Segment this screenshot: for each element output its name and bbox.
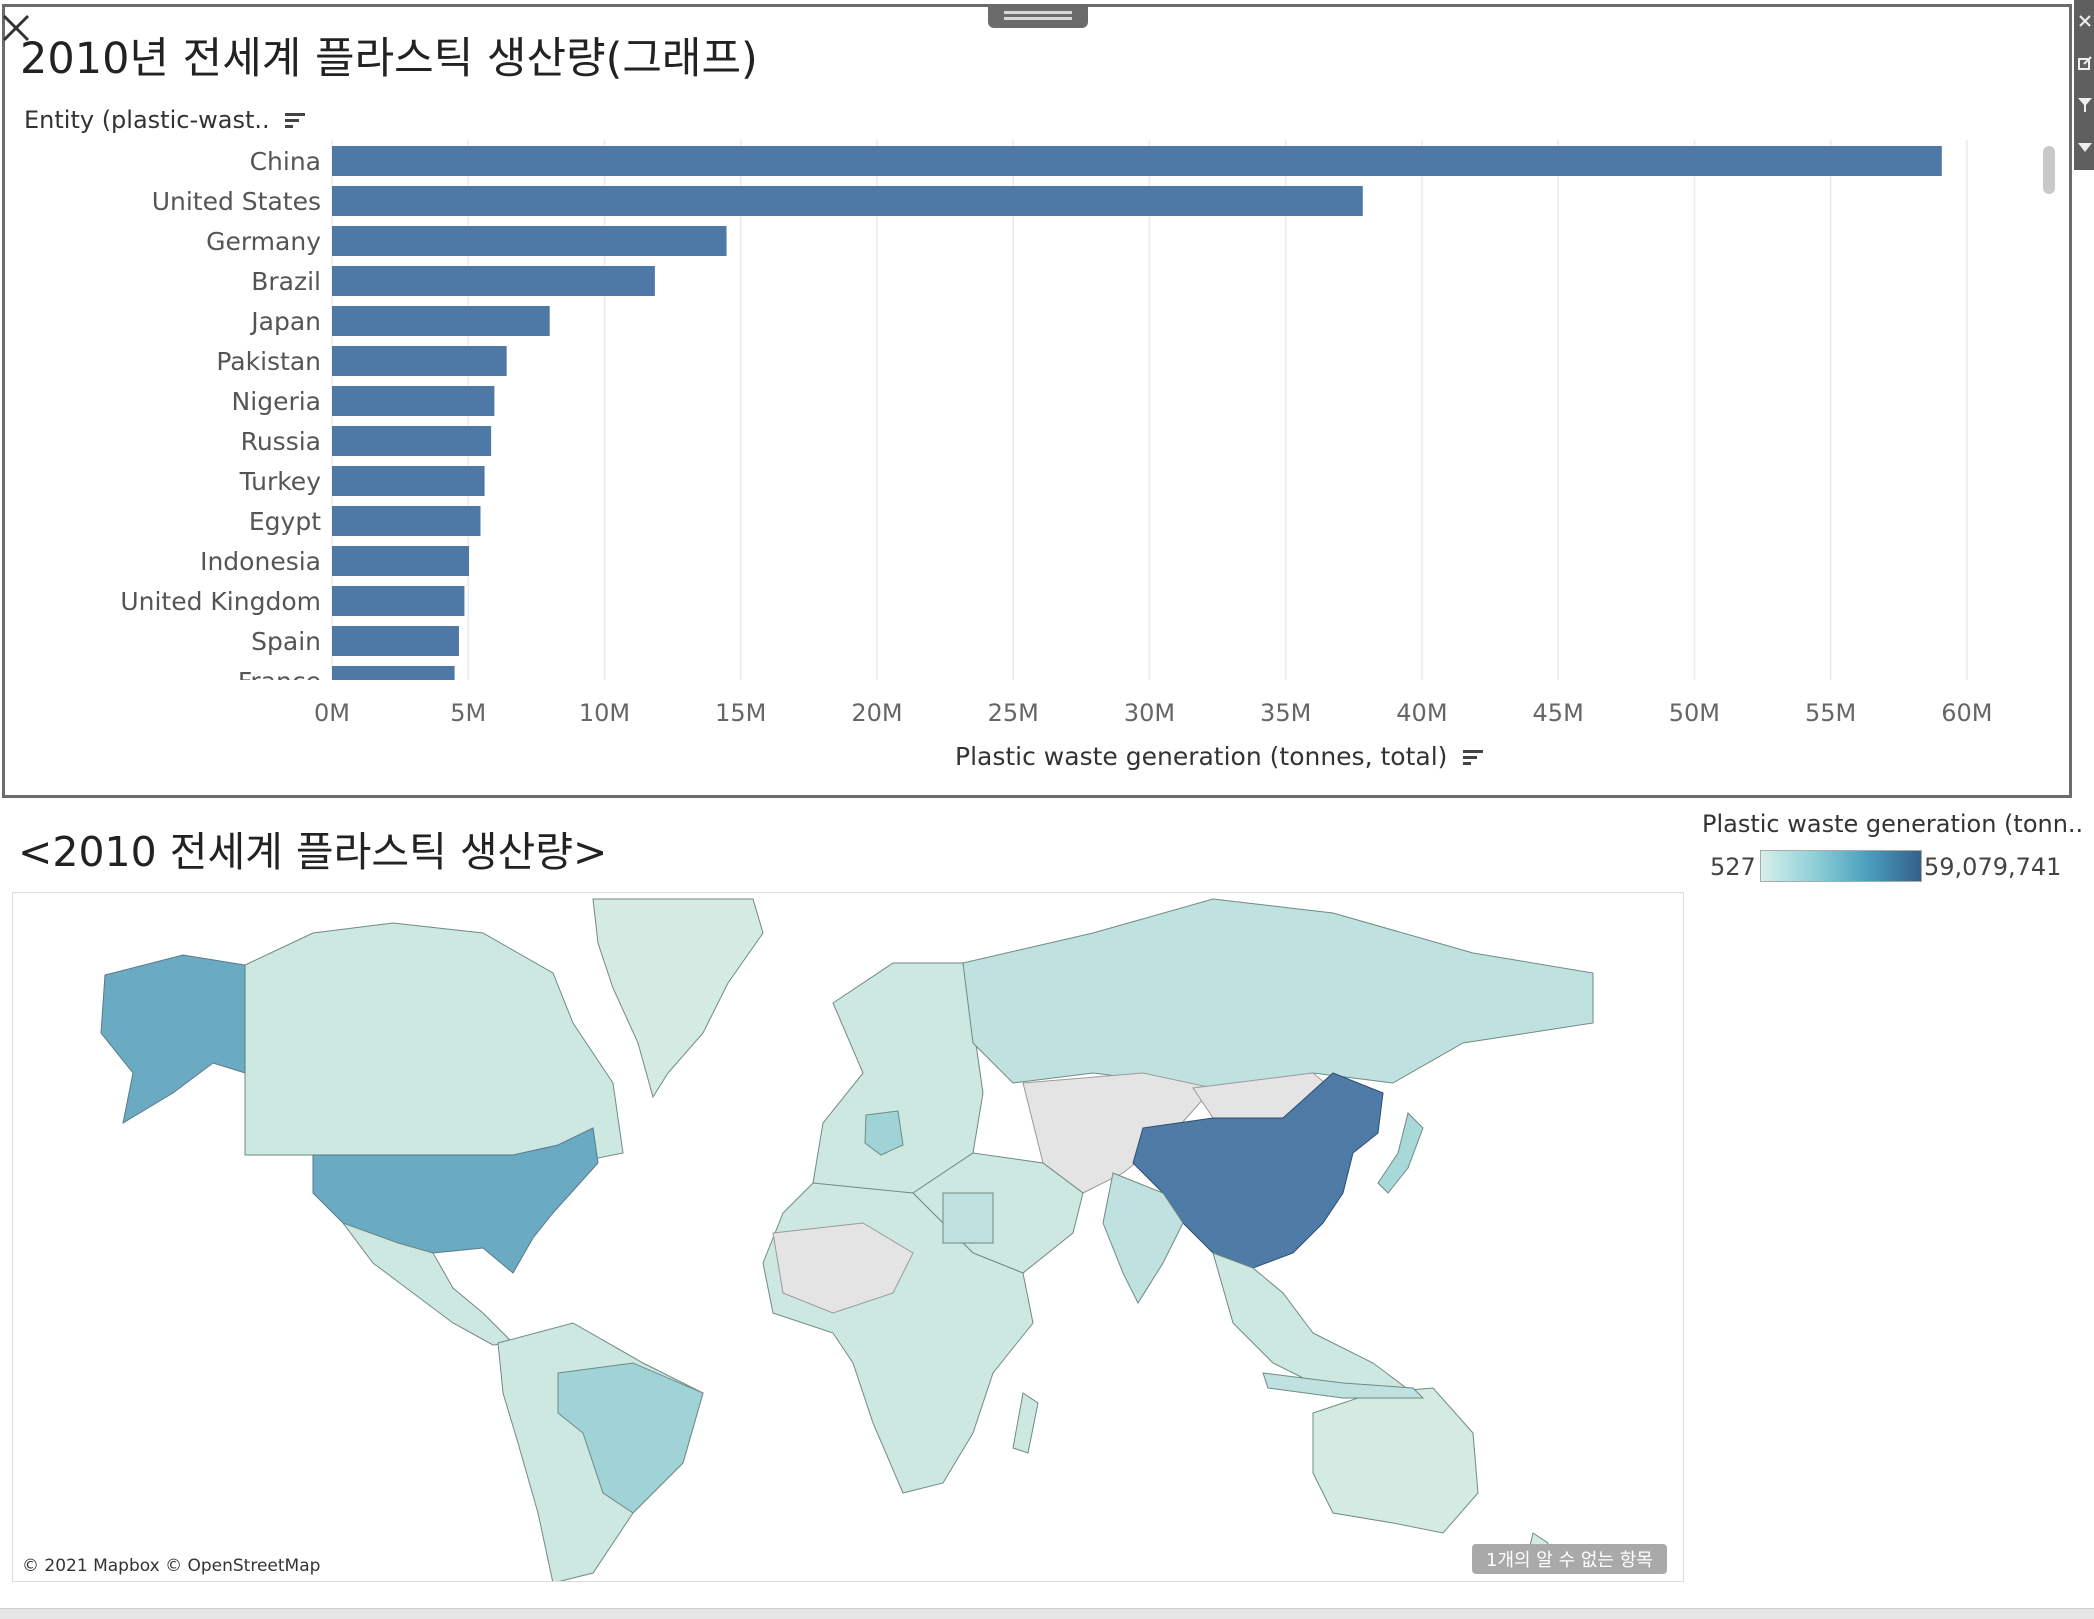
chart-title: 2010년 전세계 플라스틱 생산량(그래프)	[20, 34, 758, 84]
x-axis-ticks: 0M 5M 10M 15M 20M 25M 30M 35M 40M 45M 50M 55M 60M	[314, 699, 1992, 727]
map-region-canada[interactable]	[244, 922, 624, 1164]
category-label[interactable]: Indonesia	[200, 547, 321, 576]
sort-icon[interactable]	[285, 111, 307, 131]
drag-handle[interactable]	[988, 4, 1088, 28]
x-tick-label: 60M	[1941, 699, 1992, 727]
bar[interactable]	[332, 306, 550, 336]
bars	[332, 146, 1942, 696]
map-region-southeast-asia[interactable]	[1212, 1252, 1415, 1394]
category-label[interactable]: Germany	[206, 227, 321, 256]
filter-icon[interactable]	[2078, 98, 2092, 112]
chart-scrollbar[interactable]	[2043, 146, 2055, 194]
category-label[interactable]: Egypt	[249, 507, 321, 536]
entity-header[interactable]: Entity (plastic-wast..	[24, 106, 307, 134]
x-tick-label: 45M	[1533, 699, 1584, 727]
x-tick-label: 10M	[579, 699, 630, 727]
category-label[interactable]: Pakistan	[216, 347, 321, 376]
bar-chart: China United States Germany Brazil Japan Paki…	[120, 140, 1993, 727]
x-tick-label: 30M	[1124, 699, 1175, 727]
map-region-greenland[interactable]	[592, 898, 764, 1099]
entity-header-label: Entity (plastic-wast..	[24, 106, 270, 134]
map-region-india[interactable]	[1102, 1172, 1184, 1305]
category-label[interactable]: Spain	[251, 627, 321, 656]
map-credit: © 2021 Mapbox © OpenStreetMap	[22, 1556, 321, 1576]
dropdown-icon[interactable]	[2078, 140, 2092, 154]
popout-icon[interactable]	[2078, 56, 2092, 70]
x-tick-label: 40M	[1396, 699, 1447, 727]
map-region-japan[interactable]	[1377, 1112, 1424, 1194]
map-region-sahel[interactable]	[772, 1222, 914, 1314]
bar[interactable]	[332, 266, 655, 296]
category-label[interactable]: Japan	[249, 307, 321, 336]
x-axis-title[interactable]: Plastic waste generation (tonnes, total)	[955, 742, 1485, 771]
legend-min-value: 527	[1710, 853, 1756, 881]
map-region-alaska[interactable]	[100, 954, 246, 1125]
category-label[interactable]: United States	[152, 187, 321, 216]
bar[interactable]	[332, 586, 465, 616]
world-map[interactable]	[12, 892, 1684, 1582]
bar[interactable]	[332, 186, 1363, 216]
category-label[interactable]: United Kingdom	[120, 587, 321, 616]
category-label[interactable]: China	[250, 147, 321, 176]
bar[interactable]	[332, 426, 492, 456]
map-svg	[100, 898, 1594, 1581]
x-tick-label: 0M	[314, 699, 350, 727]
map-region-egypt[interactable]	[942, 1192, 994, 1244]
x-tick-label: 5M	[450, 699, 486, 727]
bar[interactable]	[332, 226, 727, 256]
x-axis-title-label: Plastic waste generation (tonnes, total)	[955, 742, 1448, 771]
unknown-items-badge[interactable]: 1개의 알 수 없는 항목	[1472, 1544, 1667, 1574]
category-labels: China United States Germany Brazil Japan Paki…	[120, 147, 322, 696]
category-label[interactable]: France	[238, 667, 321, 696]
map-region-russia[interactable]	[962, 898, 1594, 1089]
bottom-tab-bar	[0, 1608, 2094, 1619]
bar[interactable]	[332, 546, 470, 576]
side-toolbar	[2074, 0, 2094, 170]
map-region-indonesia[interactable]	[1262, 1372, 1425, 1399]
x-tick-label: 55M	[1805, 699, 1856, 727]
close-icon[interactable]	[0, 12, 34, 46]
bar[interactable]	[332, 466, 485, 496]
gridlines	[331, 140, 1968, 680]
map-title: <2010 전세계 플라스틱 생산량>	[18, 828, 608, 876]
category-label[interactable]: Brazil	[251, 267, 321, 296]
map-region-germany[interactable]	[864, 1110, 904, 1156]
legend-max-value: 59,079,741	[1924, 853, 2062, 881]
x-tick-label: 20M	[851, 699, 902, 727]
category-label[interactable]: Nigeria	[232, 387, 321, 416]
category-label[interactable]: Turkey	[239, 467, 322, 496]
x-tick-label: 50M	[1669, 699, 1720, 727]
color-legend-gradient	[1760, 850, 1922, 882]
bar[interactable]	[332, 346, 507, 376]
bar[interactable]	[332, 626, 459, 656]
sort-icon[interactable]	[1463, 748, 1485, 768]
close-icon[interactable]	[2078, 14, 2092, 28]
map-region-madagascar[interactable]	[1012, 1392, 1039, 1454]
x-tick-label: 25M	[988, 699, 1039, 727]
x-tick-label: 15M	[715, 699, 766, 727]
x-tick-label: 35M	[1260, 699, 1311, 727]
category-label[interactable]: Russia	[241, 427, 321, 456]
bar[interactable]	[332, 506, 481, 536]
map-region-brazil[interactable]	[557, 1362, 704, 1514]
legend-title: Plastic waste generation (tonn..	[1702, 810, 2084, 838]
bar[interactable]	[332, 666, 455, 696]
bar[interactable]	[332, 146, 1942, 176]
map-region-australia[interactable]	[1312, 1387, 1479, 1534]
bar[interactable]	[332, 386, 495, 416]
